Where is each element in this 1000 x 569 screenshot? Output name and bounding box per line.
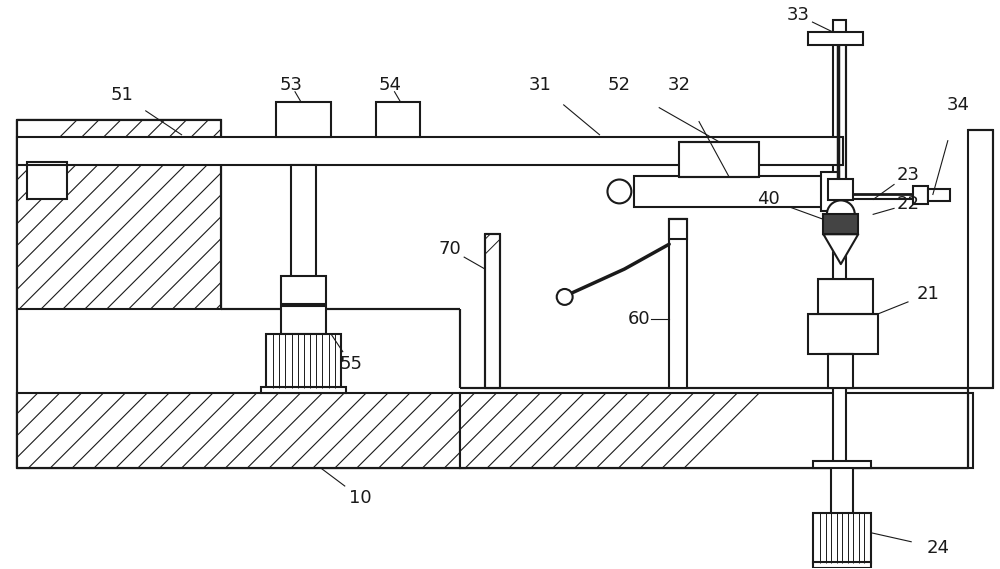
Text: 21: 21 xyxy=(916,285,939,303)
Bar xyxy=(813,513,871,563)
Bar xyxy=(669,219,687,389)
Polygon shape xyxy=(17,120,221,309)
Text: 60: 60 xyxy=(628,310,651,328)
Bar xyxy=(828,354,853,389)
Bar xyxy=(831,463,853,518)
Text: 52: 52 xyxy=(608,76,631,94)
Bar xyxy=(291,164,316,279)
Bar xyxy=(813,461,871,468)
Bar xyxy=(27,162,67,199)
Polygon shape xyxy=(823,234,858,264)
Polygon shape xyxy=(17,394,460,468)
Bar xyxy=(928,189,950,201)
Text: 33: 33 xyxy=(787,6,810,24)
Text: 23: 23 xyxy=(896,166,919,184)
Bar xyxy=(813,562,871,568)
Bar xyxy=(281,306,326,334)
Text: 55: 55 xyxy=(339,354,362,373)
Circle shape xyxy=(607,179,631,203)
Text: 40: 40 xyxy=(757,191,780,208)
Text: 22: 22 xyxy=(896,195,919,213)
Bar xyxy=(266,334,341,389)
Polygon shape xyxy=(460,394,968,468)
Text: 53: 53 xyxy=(280,76,303,94)
Polygon shape xyxy=(968,130,993,389)
Text: 54: 54 xyxy=(379,76,402,94)
Bar xyxy=(679,142,759,176)
Text: 34: 34 xyxy=(946,96,969,114)
Bar xyxy=(821,172,839,211)
Bar xyxy=(833,20,846,518)
Circle shape xyxy=(557,289,573,305)
Bar xyxy=(281,276,326,304)
Bar xyxy=(823,215,858,234)
Bar xyxy=(818,279,873,314)
Bar xyxy=(669,219,687,239)
Bar xyxy=(17,137,843,164)
Polygon shape xyxy=(485,234,500,389)
Text: 70: 70 xyxy=(439,240,462,258)
Bar xyxy=(261,387,346,394)
Polygon shape xyxy=(17,120,221,309)
Bar xyxy=(17,120,968,394)
Text: 32: 32 xyxy=(668,76,691,94)
Polygon shape xyxy=(460,394,973,468)
Text: 51: 51 xyxy=(110,86,133,104)
Text: 10: 10 xyxy=(349,489,372,507)
Text: 31: 31 xyxy=(528,76,551,94)
Bar xyxy=(808,314,878,354)
Bar xyxy=(808,32,863,45)
Bar xyxy=(634,175,823,207)
Bar xyxy=(828,179,853,200)
Bar xyxy=(913,187,928,204)
Polygon shape xyxy=(17,394,465,468)
Bar xyxy=(276,102,331,137)
Circle shape xyxy=(827,200,855,228)
Text: 24: 24 xyxy=(926,539,949,556)
Bar xyxy=(376,102,420,137)
